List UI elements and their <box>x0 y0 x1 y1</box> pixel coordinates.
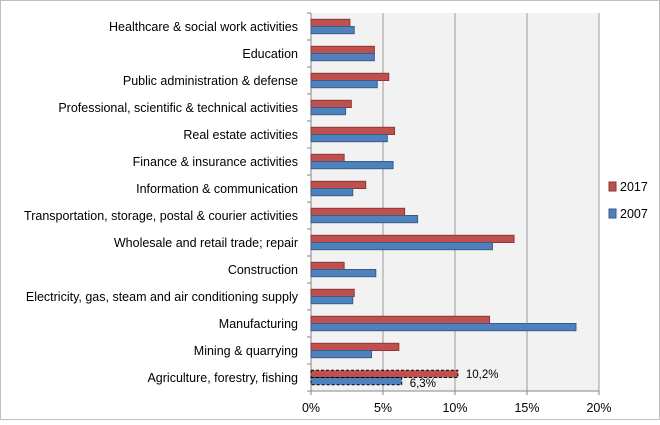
category-label: Information & communication <box>136 182 298 196</box>
bar-2007 <box>310 188 354 197</box>
bar-2017 <box>310 342 400 351</box>
x-tick-label: 15% <box>514 401 539 415</box>
category-label: Professional, scientific & technical act… <box>58 101 298 115</box>
bar-2007 <box>310 107 347 116</box>
bar-2007 <box>310 26 355 35</box>
bar-2017 <box>310 153 345 163</box>
bar-2007 <box>310 242 493 251</box>
bar-2007 <box>310 53 375 62</box>
x-tick-label: 5% <box>374 401 392 415</box>
category-label: Mining & quarrying <box>194 344 298 358</box>
category-label: Agriculture, forestry, fishing <box>147 371 298 385</box>
bar-2017 <box>310 180 367 190</box>
bar-2007 <box>310 134 388 143</box>
bar-2007 <box>310 161 394 170</box>
category-label: Healthcare & social work activities <box>109 20 298 34</box>
x-tick-label: 20% <box>586 401 611 415</box>
bar-2017 <box>310 288 355 297</box>
category-label: Public administration & defense <box>123 74 298 88</box>
category-label: Transportation, storage, postal & courie… <box>24 209 298 223</box>
bar-2007 <box>310 296 354 305</box>
bar-2007 <box>310 269 377 278</box>
category-label: Construction <box>228 263 298 277</box>
bar-2007 <box>310 323 577 332</box>
bar-2007 <box>310 215 419 224</box>
bar-2017 <box>310 18 351 27</box>
bar-2017 <box>310 99 352 109</box>
bar-2007 <box>310 350 372 359</box>
legend-swatch-2017 <box>608 181 617 192</box>
category-label: Finance & insurance activities <box>133 155 298 169</box>
bar-2017 <box>310 72 390 82</box>
data-label: 10,2% <box>466 369 499 381</box>
bar-2007 <box>310 377 403 386</box>
bar-2007 <box>310 80 378 89</box>
category-label: Real estate activities <box>183 128 298 142</box>
bar-2017 <box>310 234 515 244</box>
category-label: Electricity, gas, steam and air conditio… <box>26 290 299 304</box>
bar-2017 <box>310 315 491 324</box>
legend-label: 2007 <box>620 207 648 221</box>
bar-2017 <box>310 45 375 54</box>
bar-2017 <box>310 126 396 136</box>
bar-2017 <box>310 261 345 270</box>
bar-2017 <box>310 207 406 217</box>
bar-2017 <box>310 369 459 378</box>
category-label: Education <box>242 47 298 61</box>
legend-label: 2017 <box>620 180 648 194</box>
x-tick-label: 0% <box>302 401 320 415</box>
legend-swatch-2007 <box>608 208 617 219</box>
category-label: Wholesale and retail trade; repair <box>114 236 298 250</box>
data-label: 6,3% <box>410 378 436 390</box>
category-label: Manufacturing <box>219 317 298 331</box>
x-tick-label: 10% <box>442 401 467 415</box>
